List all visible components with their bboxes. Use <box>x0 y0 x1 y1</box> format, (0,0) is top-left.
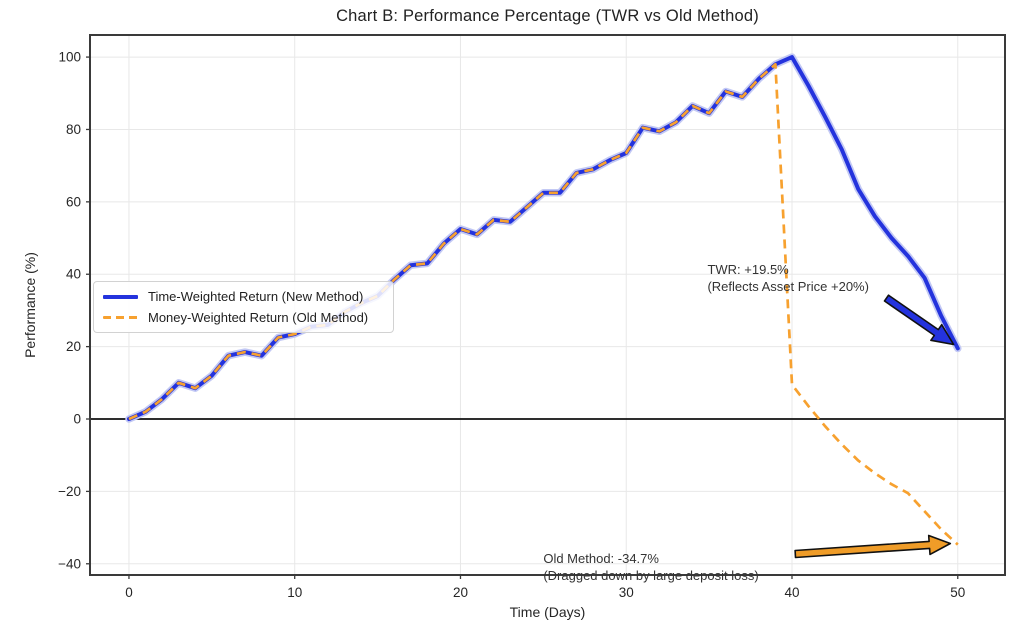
chart-title: Chart B: Performance Percentage (TWR vs … <box>336 7 759 25</box>
annotation-twr-line2: (Reflects Asset Price +20%) <box>707 278 869 294</box>
legend-label-twr: Time-Weighted Return (New Method) <box>148 289 364 304</box>
mwr-line-sample-icon <box>103 315 138 320</box>
tick-label-y: 40 <box>66 267 81 282</box>
tick-label-x: 10 <box>287 585 302 600</box>
tick-label-y: 100 <box>58 50 81 65</box>
legend-item-twr: Time-Weighted Return (New Method) <box>103 289 383 304</box>
tick-label-y: −20 <box>58 484 81 499</box>
x-axis-label: Time (Days) <box>509 604 586 620</box>
legend-item-mwr: Money-Weighted Return (Old Method) <box>103 310 383 325</box>
series-line-1 <box>128 62 959 546</box>
tick-label-y: 0 <box>73 412 81 427</box>
tick-label-y: 80 <box>66 122 81 137</box>
tick-label-x: 40 <box>784 585 799 600</box>
annotation-old-method: Old Method: -34.7% (Dragged down by larg… <box>543 551 758 584</box>
annotation-twr: TWR: +19.5% (Reflects Asset Price +20%) <box>707 262 868 295</box>
legend: Time-Weighted Return (New Method) Money-… <box>93 281 394 333</box>
tick-label-x: 30 <box>619 585 634 600</box>
legend-label-mwr: Money-Weighted Return (Old Method) <box>148 310 369 325</box>
old-arrow-icon <box>794 534 952 559</box>
twr-line-sample-icon <box>103 294 138 299</box>
series-line-0 <box>127 55 960 421</box>
tick-label-y: −40 <box>58 556 81 571</box>
series-halo-0 <box>125 53 962 423</box>
y-axis-label: Performance (%) <box>22 252 38 358</box>
tick-label-y: 60 <box>66 194 81 209</box>
annotation-twr-line1: TWR: +19.5% <box>707 262 789 278</box>
twr-arrow-icon <box>883 294 955 346</box>
annotation-old-line2: (Dragged down by large deposit loss) <box>543 567 759 583</box>
annotation-old-line1: Old Method: -34.7% <box>543 551 659 567</box>
plot-spines <box>89 34 1006 576</box>
tick-label-x: 20 <box>453 585 468 600</box>
tick-label-x: 0 <box>125 585 133 600</box>
tick-label-y: 20 <box>66 339 81 354</box>
tick-label-x: 50 <box>950 585 965 600</box>
